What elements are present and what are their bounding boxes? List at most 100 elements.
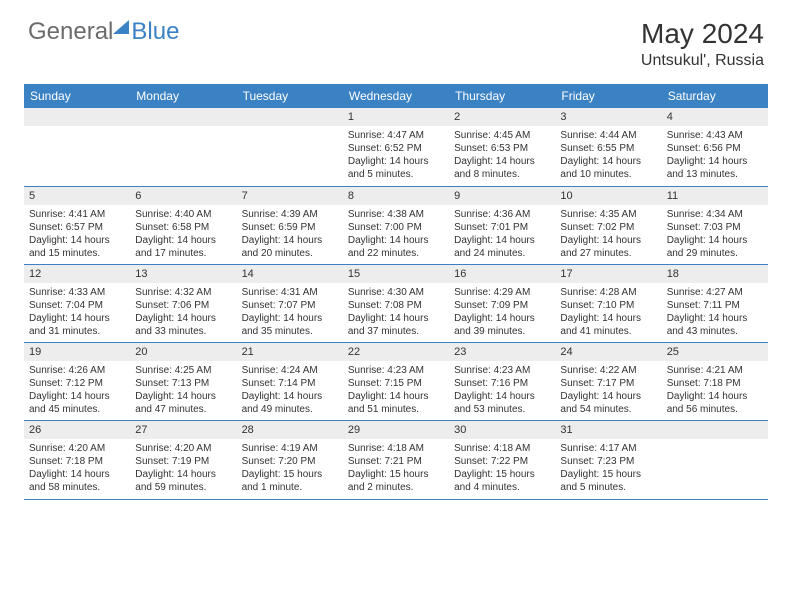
detail-line-sr: Sunrise: 4:19 AM: [242, 442, 338, 455]
calendar-cell: 4Sunrise: 4:43 AMSunset: 6:56 PMDaylight…: [662, 108, 768, 187]
day-header: Monday: [130, 84, 236, 108]
day-details: Sunrise: 4:18 AMSunset: 7:21 PMDaylight:…: [343, 439, 449, 498]
calendar-week-row: 19Sunrise: 4:26 AMSunset: 7:12 PMDayligh…: [24, 343, 768, 421]
day-details: Sunrise: 4:20 AMSunset: 7:18 PMDaylight:…: [24, 439, 130, 498]
detail-line-ss: Sunset: 6:59 PM: [242, 221, 338, 234]
detail-line-ss: Sunset: 7:00 PM: [348, 221, 444, 234]
calendar-cell: 31Sunrise: 4:17 AMSunset: 7:23 PMDayligh…: [555, 421, 661, 500]
detail-line-sr: Sunrise: 4:27 AM: [667, 286, 763, 299]
detail-line-ss: Sunset: 7:01 PM: [454, 221, 550, 234]
detail-line-ss: Sunset: 7:19 PM: [135, 455, 231, 468]
detail-line-d1: Daylight: 14 hours: [454, 390, 550, 403]
day-number: 4: [662, 108, 768, 126]
detail-line-sr: Sunrise: 4:28 AM: [560, 286, 656, 299]
calendar-cell: 10Sunrise: 4:35 AMSunset: 7:02 PMDayligh…: [555, 187, 661, 265]
detail-line-d1: Daylight: 15 hours: [242, 468, 338, 481]
detail-line-d1: Daylight: 14 hours: [560, 234, 656, 247]
calendar-cell: 26Sunrise: 4:20 AMSunset: 7:18 PMDayligh…: [24, 421, 130, 500]
day-number: 30: [449, 421, 555, 439]
day-number: 3: [555, 108, 661, 126]
detail-line-ss: Sunset: 7:20 PM: [242, 455, 338, 468]
empty-details: [130, 126, 236, 186]
day-number: 21: [237, 343, 343, 361]
day-details: Sunrise: 4:25 AMSunset: 7:13 PMDaylight:…: [130, 361, 236, 420]
detail-line-d1: Daylight: 14 hours: [29, 234, 125, 247]
detail-line-d2: and 33 minutes.: [135, 325, 231, 338]
day-number: 28: [237, 421, 343, 439]
detail-line-sr: Sunrise: 4:40 AM: [135, 208, 231, 221]
detail-line-d2: and 22 minutes.: [348, 247, 444, 260]
detail-line-sr: Sunrise: 4:26 AM: [29, 364, 125, 377]
calendar-week-row: 12Sunrise: 4:33 AMSunset: 7:04 PMDayligh…: [24, 265, 768, 343]
day-header: Friday: [555, 84, 661, 108]
detail-line-d2: and 13 minutes.: [667, 168, 763, 181]
detail-line-ss: Sunset: 6:52 PM: [348, 142, 444, 155]
detail-line-d2: and 5 minutes.: [348, 168, 444, 181]
detail-line-d1: Daylight: 14 hours: [242, 390, 338, 403]
detail-line-ss: Sunset: 6:57 PM: [29, 221, 125, 234]
detail-line-d1: Daylight: 14 hours: [348, 234, 444, 247]
detail-line-sr: Sunrise: 4:23 AM: [348, 364, 444, 377]
detail-line-d2: and 43 minutes.: [667, 325, 763, 338]
detail-line-ss: Sunset: 7:03 PM: [667, 221, 763, 234]
detail-line-sr: Sunrise: 4:33 AM: [29, 286, 125, 299]
detail-line-ss: Sunset: 7:14 PM: [242, 377, 338, 390]
detail-line-ss: Sunset: 7:07 PM: [242, 299, 338, 312]
title-block: May 2024 Untsukul', Russia: [641, 18, 764, 70]
detail-line-d2: and 2 minutes.: [348, 481, 444, 494]
calendar-week-row: 1Sunrise: 4:47 AMSunset: 6:52 PMDaylight…: [24, 108, 768, 187]
detail-line-ss: Sunset: 7:18 PM: [29, 455, 125, 468]
detail-line-d2: and 15 minutes.: [29, 247, 125, 260]
detail-line-sr: Sunrise: 4:25 AM: [135, 364, 231, 377]
empty-details: [662, 439, 768, 499]
calendar-cell: 28 Sunrise: 4:19 AMSunset: 7:20 PMDayligh…: [237, 421, 343, 500]
day-details: Sunrise: 4:23 AMSunset: 7:16 PMDaylight:…: [449, 361, 555, 420]
day-number: 12: [24, 265, 130, 283]
day-details: Sunrise: 4:34 AMSunset: 7:03 PMDaylight:…: [662, 205, 768, 264]
calendar-week-row: 26Sunrise: 4:20 AMSunset: 7:18 PMDayligh…: [24, 421, 768, 500]
logo: General Blue: [28, 18, 179, 46]
calendar-cell: 23Sunrise: 4:23 AMSunset: 7:16 PMDayligh…: [449, 343, 555, 421]
detail-line-ss: Sunset: 6:55 PM: [560, 142, 656, 155]
day-details: Sunrise: 4:31 AMSunset: 7:07 PMDaylight:…: [237, 283, 343, 342]
calendar-cell: [130, 108, 236, 187]
day-number: 20: [130, 343, 236, 361]
calendar-cell: 14Sunrise: 4:31 AMSunset: 7:07 PMDayligh…: [237, 265, 343, 343]
detail-line-d1: Daylight: 15 hours: [348, 468, 444, 481]
day-details: Sunrise: 4:44 AMSunset: 6:55 PMDaylight:…: [555, 126, 661, 185]
calendar-cell: [662, 421, 768, 500]
detail-line-d2: and 58 minutes.: [29, 481, 125, 494]
detail-line-d2: and 59 minutes.: [135, 481, 231, 494]
detail-line-d2: and 5 minutes.: [560, 481, 656, 494]
calendar-cell: 19Sunrise: 4:26 AMSunset: 7:12 PMDayligh…: [24, 343, 130, 421]
detail-line-d1: Daylight: 14 hours: [667, 234, 763, 247]
day-details: Sunrise: 4:20 AMSunset: 7:19 PMDaylight:…: [130, 439, 236, 498]
detail-line-ss: Sunset: 6:58 PM: [135, 221, 231, 234]
day-number: 13: [130, 265, 236, 283]
detail-line-sr: Sunrise: 4:30 AM: [348, 286, 444, 299]
detail-line-sr: Sunrise: 4:43 AM: [667, 129, 763, 142]
calendar-cell: 21Sunrise: 4:24 AMSunset: 7:14 PMDayligh…: [237, 343, 343, 421]
detail-line-ss: Sunset: 7:15 PM: [348, 377, 444, 390]
day-details: Sunrise: 4:41 AMSunset: 6:57 PMDaylight:…: [24, 205, 130, 264]
detail-line-d1: Daylight: 14 hours: [135, 312, 231, 325]
month-year: May 2024: [641, 18, 764, 50]
day-number: 6: [130, 187, 236, 205]
detail-line-sr: Sunrise: 4:31 AM: [242, 286, 338, 299]
detail-line-d2: and 4 minutes.: [454, 481, 550, 494]
day-number: 27: [130, 421, 236, 439]
detail-line-d1: Daylight: 14 hours: [29, 468, 125, 481]
calendar-cell: [24, 108, 130, 187]
day-header: Saturday: [662, 84, 768, 108]
detail-line-d2: and 29 minutes.: [667, 247, 763, 260]
detail-line-d2: and 27 minutes.: [560, 247, 656, 260]
day-number: 19: [24, 343, 130, 361]
empty-details: [237, 126, 343, 186]
detail-line-d1: Daylight: 15 hours: [560, 468, 656, 481]
detail-line-ss: Sunset: 7:04 PM: [29, 299, 125, 312]
calendar-table: SundayMondayTuesdayWednesdayThursdayFrid…: [24, 84, 768, 500]
detail-line-sr: Sunrise: 4:32 AM: [135, 286, 231, 299]
day-number: 17: [555, 265, 661, 283]
location: Untsukul', Russia: [641, 52, 764, 70]
detail-line-d1: Daylight: 14 hours: [29, 312, 125, 325]
